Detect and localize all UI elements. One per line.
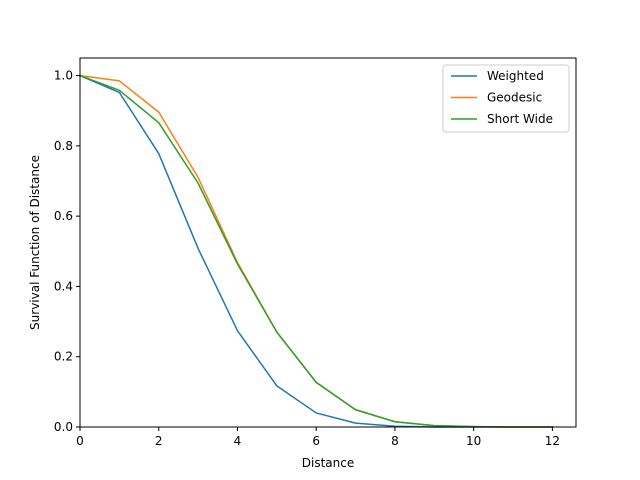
y-tick-label: 0.2 [54,350,73,364]
x-tick-label: 6 [312,434,320,448]
x-axis-label: Distance [302,456,354,470]
x-axis: 0 2 4 6 8 10 12 [76,427,560,448]
plot-frame [79,57,577,428]
y-tick-label: 1.0 [54,69,73,83]
legend-box [442,64,570,133]
y-tick-label: 0.4 [54,279,73,293]
x-tick-label: 4 [234,434,242,448]
x-tick-label: 12 [545,434,560,448]
legend-label: Short Wide [487,112,553,126]
y-tick-label: 0.8 [54,139,73,153]
x-tick-label: 2 [155,434,163,448]
y-axis: 0.0 0.2 0.4 0.6 0.8 1.0 [54,69,80,434]
y-axis-label: Survival Function of Distance [28,155,42,330]
x-tick-label: 8 [391,434,399,448]
x-tick-label: 0 [76,434,84,448]
legend: Weighted Geodesic Short Wide [442,64,570,133]
legend-label: Weighted [487,69,544,83]
legend-label: Geodesic [487,91,542,105]
x-tick-label: 10 [466,434,481,448]
y-tick-label: 0.6 [54,209,73,223]
y-tick-label: 0.0 [54,420,73,434]
